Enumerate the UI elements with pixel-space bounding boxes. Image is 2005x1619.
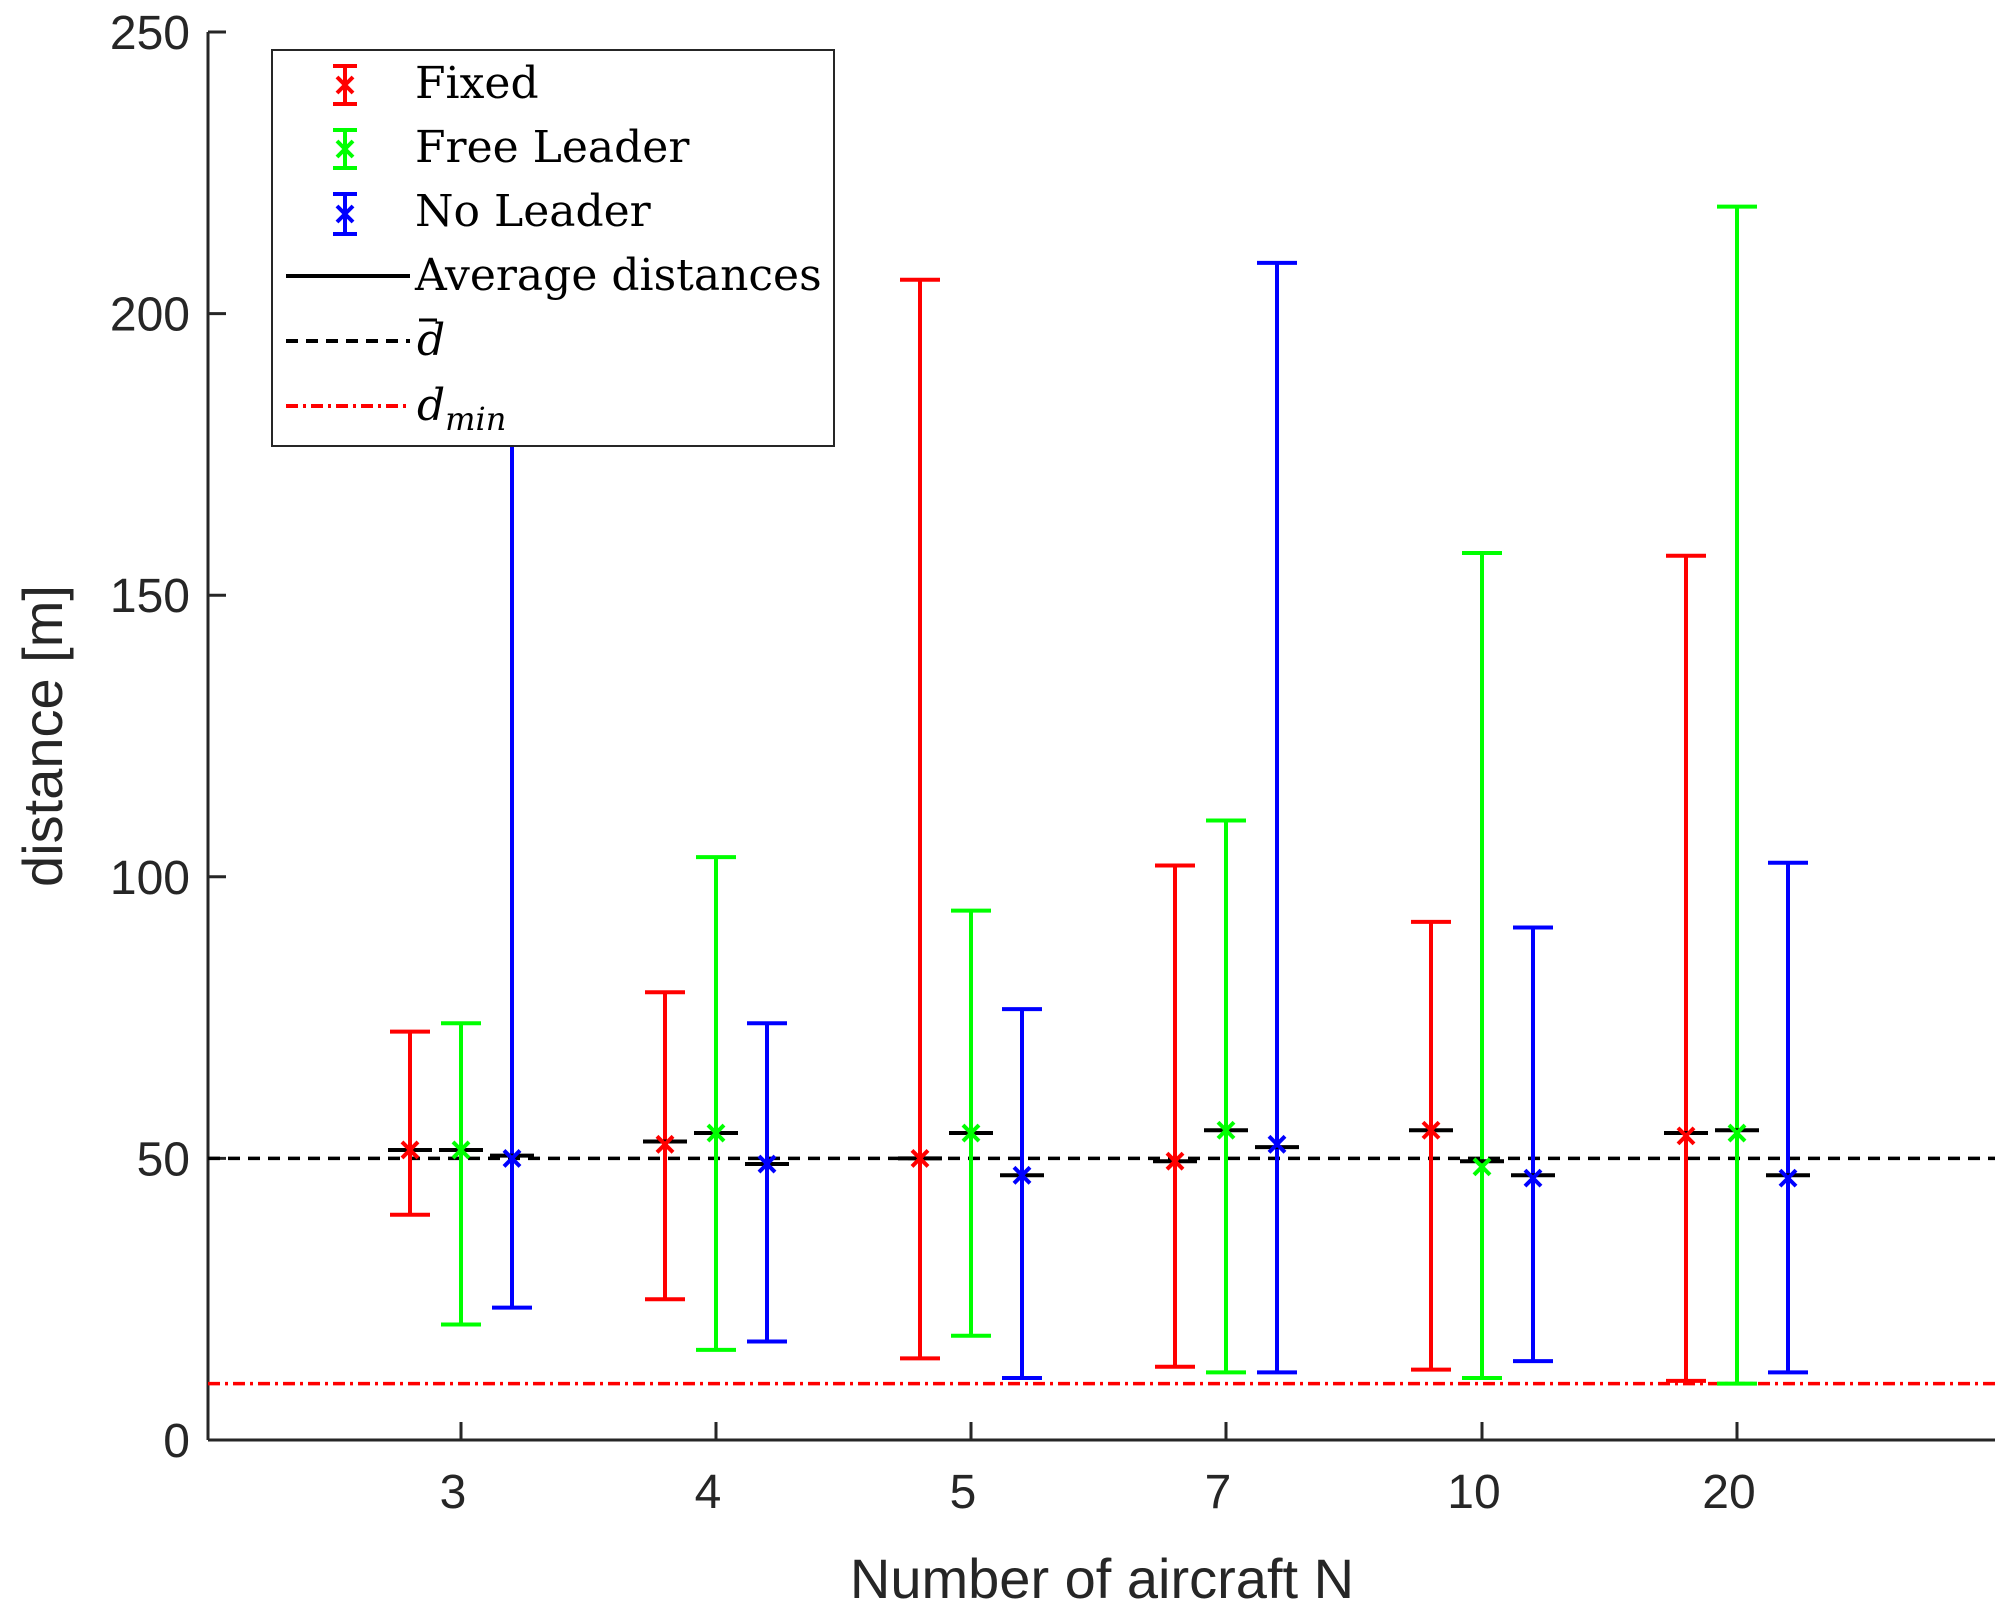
x-tick-label: 3 [440, 1466, 467, 1519]
y-axis-label: distance [m] [11, 585, 74, 887]
x-tick-label: 10 [1447, 1466, 1500, 1519]
mean-marker [1267, 1134, 1287, 1154]
mean-marker [1216, 1120, 1236, 1140]
mean-marker [1676, 1126, 1696, 1146]
legend-label-no-leader: No Leader [415, 186, 652, 237]
legend-label-dmin-main: d [417, 380, 445, 431]
x-tick-label: 7 [1205, 1466, 1232, 1519]
mean-marker [1778, 1168, 1798, 1188]
mean-marker [1012, 1165, 1032, 1185]
legend-entry-free-leader: Free Leader [333, 122, 690, 173]
mean-marker [961, 1123, 981, 1143]
y-tick-label: 50 [137, 1133, 190, 1186]
legend-entry-average: Average distances [286, 250, 822, 301]
series-no-leader [490, 260, 1810, 1381]
x-ticks: 3 4 5 7 10 20 [440, 1422, 1756, 1519]
legend-box [271, 49, 835, 447]
legend-label-free-leader: Free Leader [415, 122, 690, 173]
reference-lines [208, 1156, 1995, 1386]
mean-marker [1421, 1120, 1441, 1140]
legend-label-average: Average distances [414, 250, 822, 301]
x-tick-label: 4 [695, 1466, 722, 1519]
mean-marker [910, 1148, 930, 1168]
x-tick-label: 20 [1702, 1466, 1755, 1519]
x-tick-label: 5 [950, 1466, 977, 1519]
legend-label-dmin-sub: min [445, 400, 506, 438]
y-tick-label: 200 [110, 289, 190, 342]
series-layer [388, 204, 1810, 1386]
legend: Fixed Free Leader No Leader Average dist… [271, 49, 835, 447]
legend-entry-dmin: dmin [286, 380, 506, 438]
legend-entry-fixed: Fixed [333, 58, 539, 109]
series-free-leader [439, 204, 1759, 1386]
mean-marker [400, 1140, 420, 1160]
y-tick-label: 150 [110, 570, 190, 623]
mean-marker [655, 1134, 675, 1154]
mean-marker [1165, 1151, 1185, 1171]
legend-label-fixed: Fixed [415, 58, 539, 109]
series-fixed [388, 277, 1708, 1383]
legend-entry-dbar: d [286, 315, 445, 366]
mean-marker [706, 1123, 726, 1143]
mean-marker [1727, 1123, 1747, 1143]
mean-marker [1472, 1157, 1492, 1177]
legend-label-dmin: dmin [417, 380, 506, 438]
mean-marker [757, 1154, 777, 1174]
mean-marker [1523, 1168, 1543, 1188]
x-axis-label: Number of aircraft N [850, 1547, 1354, 1610]
y-ticks: 0 50 100 150 200 250 [110, 7, 226, 1468]
y-tick-label: 100 [110, 852, 190, 905]
y-tick-label: 0 [163, 1415, 190, 1468]
y-tick-label: 250 [110, 7, 190, 60]
mean-marker [451, 1140, 471, 1160]
mean-marker [502, 1148, 522, 1168]
legend-entry-no-leader: No Leader [333, 186, 652, 237]
legend-label-dbar: d [417, 315, 445, 366]
